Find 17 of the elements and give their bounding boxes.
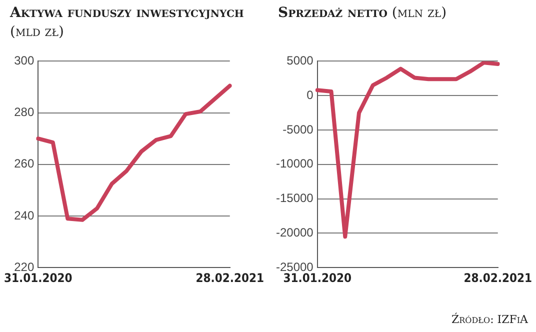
y-tick-label: 240 [14,208,34,222]
y-tick-label: 300 [14,54,34,68]
chart-subtitle: (mln zł) [392,5,447,21]
text: Źródło: IZFiA [452,313,528,326]
chart-title: Sprzedaż netto [278,5,388,21]
y-tick-label: -10000 [276,156,314,171]
y-tick-label: -15000 [276,191,314,206]
x-tick-label: 28.02.2021 [464,270,532,285]
y-tick-label: 0 [306,88,314,102]
y-tick-label: -5000 [282,122,314,136]
chart-title: Aktywa funduszy inwestycyjnych [10,5,244,21]
y-tick-label: 280 [14,105,34,120]
y-tick-label: 5000 [286,54,314,68]
y-tick-label: 260 [14,156,34,171]
y-tick-label: -20000 [276,226,314,240]
x-tick-label: 28.02.2021 [196,270,264,285]
chart-subtitle: (mld zł) [10,24,64,40]
